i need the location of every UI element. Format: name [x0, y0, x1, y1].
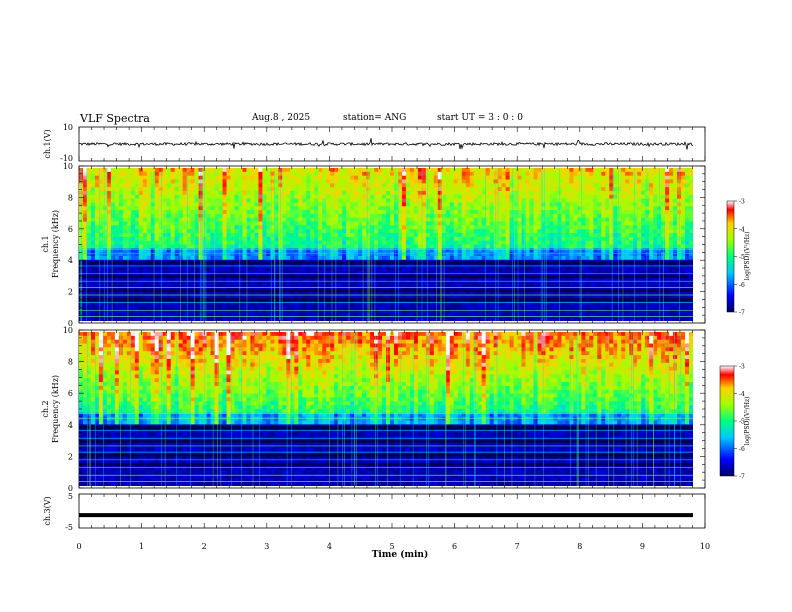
ch2-colorbar-label: log(PSD)(V²/Hz) — [744, 397, 751, 446]
ch1-spectrogram-panel: ch.1 Frequency (kHz) 0 2 4 6 8 10 — [41, 162, 706, 328]
ch3-ylabel: ch.3(V) — [43, 496, 52, 525]
colorbar-tick-label: -7 — [739, 310, 745, 317]
y-tick-label: 4 — [68, 421, 73, 430]
x-axis-tick-labels: 0 1 2 3 4 5 6 7 8 9 10 — [76, 542, 710, 551]
ch1-spec-ylabel-1: ch.1 — [41, 235, 50, 252]
y-tick-label: 10 — [63, 162, 73, 171]
y-tick-label: 10 — [63, 326, 73, 335]
ch2-spectrogram-image — [79, 332, 693, 486]
station-label: station= ANG — [343, 113, 407, 123]
x-tick-label: 3 — [264, 542, 269, 551]
ch1-waveform-panel: 10 -10 ch.1(V) — [43, 123, 706, 163]
y-tick-label: 0 — [68, 319, 73, 328]
ch1-spectrogram-image — [79, 168, 693, 321]
y-tick-label: 2 — [68, 452, 73, 461]
colorbar-tick-label: -5 — [739, 419, 745, 426]
y-tick-label: 6 — [68, 389, 73, 398]
x-tick-label: 6 — [452, 542, 457, 551]
ch1-colorbar: -3 -4 -5 -6 -7 log(PSD)(V²/Hz) — [726, 199, 751, 317]
ch2-colorbar: -3 -4 -5 -6 -7 log(PSD)(V²/Hz) — [719, 364, 751, 481]
colorbar-tick-label: -3 — [739, 199, 745, 206]
ch3-ytick-bottom: -5 — [65, 523, 73, 532]
x-tick-label: 10 — [700, 542, 710, 551]
ch1-waveform-line — [79, 138, 693, 150]
ch2-spec-ylabel-2: Frequency (kHz) — [51, 375, 60, 443]
colorbar-tick-label: -6 — [739, 446, 745, 453]
colorbar-tick-label: -4 — [739, 226, 745, 233]
x-tick-label: 0 — [76, 542, 81, 551]
x-axis-label: Time (min) — [372, 549, 429, 560]
ch2-spectrogram-panel: ch.2 Frequency (kHz) 0 2 4 6 8 10 — [41, 326, 706, 493]
ch1-spec-ylabel-2: Frequency (kHz) — [51, 210, 60, 278]
colorbar-tick-label: -7 — [739, 474, 745, 481]
x-tick-label: 7 — [515, 542, 520, 551]
ch3-ytick-top: 5 — [68, 492, 73, 501]
x-tick-label: 5 — [389, 542, 394, 551]
x-tick-label: 4 — [327, 542, 332, 551]
ch1-ylabel: ch.1(V) — [43, 129, 52, 158]
x-tick-label: 8 — [577, 542, 582, 551]
y-tick-label: 2 — [68, 288, 73, 297]
colorbar-tick-label: -4 — [739, 391, 745, 398]
y-tick-label: 4 — [68, 256, 73, 265]
figure-title: VLF Spectra — [80, 112, 150, 125]
y-tick-label: 8 — [68, 358, 73, 367]
ch2-spec-ylabel-1: ch.2 — [41, 400, 50, 417]
y-tick-label: 6 — [68, 225, 73, 234]
ch3-waveform-panel: 5 -5 ch.3(V) — [43, 492, 706, 532]
x-tick-label: 1 — [139, 542, 144, 551]
ch1-ytick-bottom: -10 — [60, 154, 73, 163]
date-label: Aug.8 , 2025 — [252, 113, 311, 123]
y-tick-label: 0 — [68, 484, 73, 493]
colorbar-tick-label: -6 — [739, 282, 745, 289]
x-tick-label: 2 — [202, 542, 207, 551]
colorbar-tick-label: -5 — [739, 254, 745, 261]
ch1-colorbar-label: log(PSD)(V²/Hz) — [744, 232, 751, 281]
ch1-ytick-top: 10 — [63, 123, 73, 132]
y-tick-label: 8 — [68, 193, 73, 202]
start-time-label: start UT = 3 : 0 : 0 — [437, 113, 523, 123]
colorbar-tick-label: -3 — [739, 364, 745, 371]
x-tick-label: 9 — [640, 542, 645, 551]
